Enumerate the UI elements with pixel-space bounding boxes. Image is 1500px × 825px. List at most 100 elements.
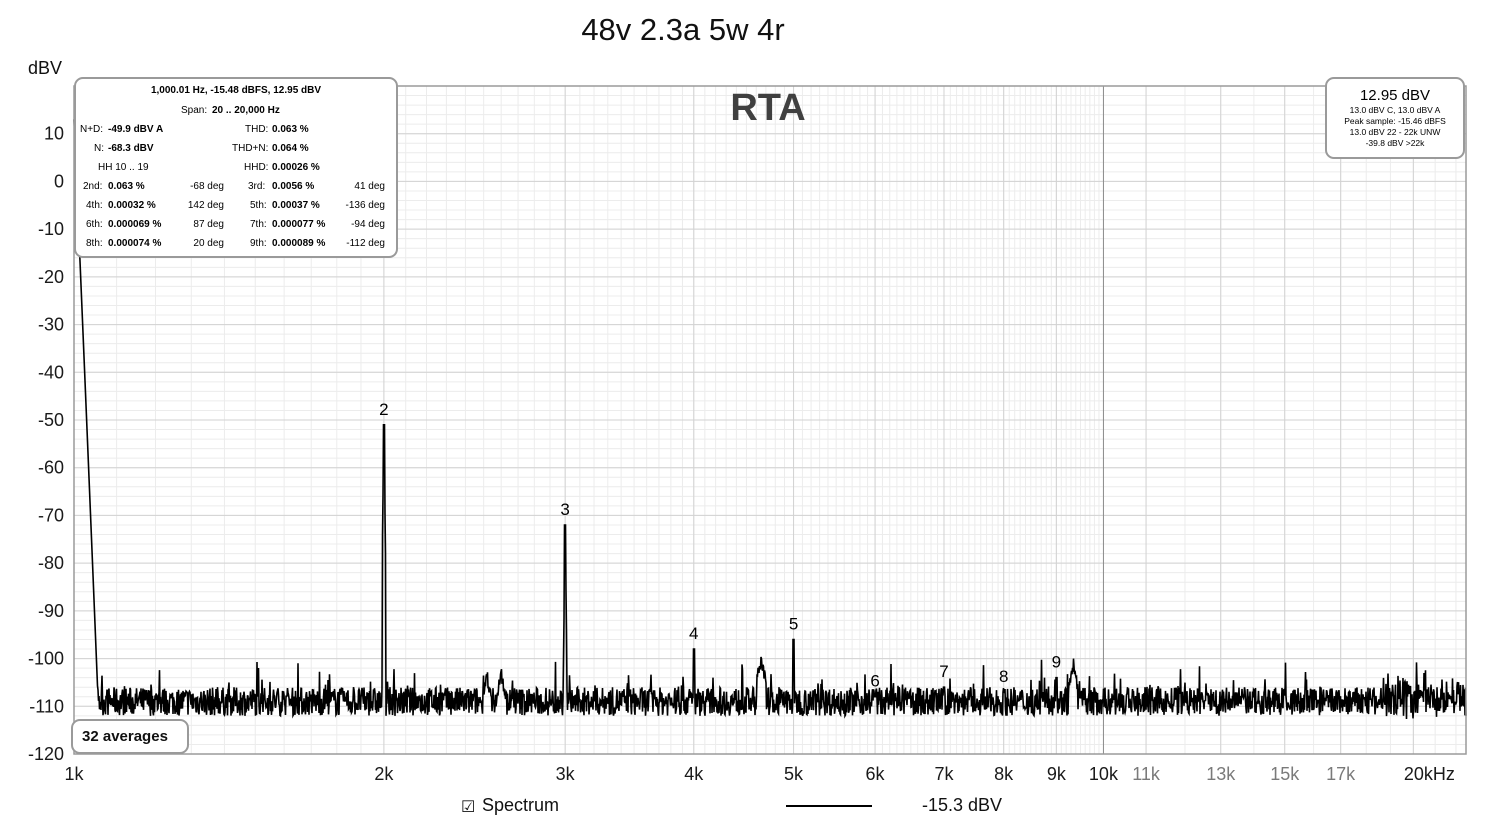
n-value: -68.3 dBV: [108, 143, 154, 154]
harmonic-marker-label: 4: [689, 624, 698, 643]
harmonic-value: 0.000074 %: [108, 238, 162, 249]
spectrum-line: [73, 119, 1467, 720]
harmonic-label: 5th:: [250, 200, 267, 211]
level-line-2: Peak sample: -15.46 dBFS: [1344, 116, 1446, 126]
x-tick-label: 2k: [374, 764, 394, 784]
thd-value: 0.063 %: [272, 124, 309, 135]
harmonic-labels: 2 3 4 5 6 7 8 9: [379, 400, 1061, 691]
y-tick-label: -10: [38, 219, 64, 239]
harmonic-marker-label: 7: [939, 662, 948, 681]
level-readout-panel[interactable]: 12.95 dBV 13.0 dBV C, 13.0 dBV A Peak sa…: [1325, 77, 1465, 159]
harmonic-marker-label: 6: [870, 672, 879, 691]
x-tick-label: 20kHz: [1404, 764, 1455, 784]
y-tick-label: 10: [44, 124, 64, 144]
y-tick-label: -120: [28, 744, 64, 764]
y-tick-label: -90: [38, 601, 64, 621]
level-main-value: 12.95 dBV: [1359, 87, 1431, 104]
harmonic-marker-label: 3: [560, 500, 569, 519]
harmonic-label: 6th:: [86, 219, 103, 230]
harmonic-value: 0.00032 %: [108, 200, 156, 211]
x-tick-label: 10k: [1089, 764, 1119, 784]
y-tick-label: -20: [38, 267, 64, 287]
harmonic-phase: -68 deg: [190, 181, 224, 192]
y-tick-label: 0: [54, 171, 64, 191]
harmonic-phase: -136 deg: [345, 200, 385, 211]
x-tick-label: 7k: [934, 764, 954, 784]
nd-value: -49.9 dBV A: [108, 124, 164, 135]
x-tick-label: 5k: [784, 764, 804, 784]
plot-frame: [73, 85, 1467, 755]
spectrum-checkbox[interactable]: ☑: [461, 799, 476, 816]
x-tick-label: 4k: [684, 764, 704, 784]
harmonic-value: 0.000069 %: [108, 219, 162, 230]
x-tick-label: 11k: [1132, 764, 1161, 784]
harmonic-phase: -94 deg: [351, 219, 385, 230]
x-tick-label: 15k: [1270, 764, 1300, 784]
rta-label: RTA: [730, 87, 805, 129]
legend-line-swatch: [786, 805, 872, 807]
harmonic-row: 4th: 0.00032 % 142 deg 5th: 0.00037 % -1…: [76, 200, 396, 216]
y-axis-unit: dBV: [28, 58, 62, 78]
harmonic-value: 0.000077 %: [272, 219, 326, 230]
hhd-label: HHD:: [244, 162, 269, 173]
x-tick-label: 8k: [994, 764, 1014, 784]
y-axis-ticks: 10 0 -10 -20 -30 -40 -50 -60 -70 -80 -90 -100 -110 -1…: [28, 124, 64, 764]
thdn-value: 0.064 %: [272, 143, 309, 154]
y-tick-label: -110: [29, 696, 64, 716]
y-tick-label: -70: [38, 505, 64, 525]
span-value: 20 .. 20,000 Hz: [212, 105, 280, 116]
harmonic-label: 3rd:: [248, 181, 266, 192]
harmonic-phase: 142 deg: [187, 200, 224, 211]
x-tick-label: 9k: [1047, 764, 1067, 784]
harmonic-phase: 41 deg: [354, 181, 385, 192]
y-tick-label: -30: [38, 315, 64, 335]
harmonic-value: 0.00037 %: [272, 200, 320, 211]
harmonic-row: 6th: 0.000069 % 87 deg 7th: 0.000077 % -…: [76, 219, 396, 235]
harmonic-value: 0.000089 %: [272, 238, 326, 249]
level-line-3: 13.0 dBV 22 - 22k UNW: [1349, 127, 1441, 137]
harmonic-label: 7th:: [250, 219, 267, 230]
y-tick-label: -50: [38, 410, 64, 430]
hh-label: HH 10 .. 19: [98, 162, 149, 173]
harmonic-phase: 87 deg: [193, 219, 224, 230]
harmonic-phase: 20 deg: [193, 238, 224, 249]
harmonic-label: 9th:: [250, 238, 267, 249]
harmonic-marker-label: 8: [999, 667, 1008, 686]
n-label: N:: [94, 143, 104, 154]
harmonic-label: 2nd:: [83, 181, 103, 192]
harmonic-value: 0.063 %: [108, 181, 145, 192]
harmonic-row: 2nd: 0.063 % -68 deg 3rd: 0.0056 % 41 de…: [76, 181, 396, 197]
harmonic-marker-label: 5: [789, 614, 798, 633]
x-tick-label: 1k: [64, 764, 84, 784]
harmonic-phase: -112 deg: [346, 238, 385, 249]
harmonic-marker-label: 2: [379, 400, 388, 419]
harmonic-label: 4th:: [86, 200, 103, 211]
y-tick-label: -80: [38, 553, 64, 573]
readout-header: 1,000.01 Hz, -15.48 dBFS, 12.95 dBV: [150, 85, 322, 96]
harmonic-row: 8th: 0.000074 % 20 deg 9th: 0.000089 % -…: [76, 238, 396, 254]
x-axis-ticks: 1k 2k 3k 4k 5k 6k 7k 8k 9k 10k 11k 13k 15k 17k 20kHz: [64, 764, 1454, 784]
thdn-label: THD+N:: [232, 143, 269, 154]
x-tick-label: 17k: [1326, 764, 1356, 784]
span-label: Span:: [181, 105, 208, 116]
y-tick-label: -100: [28, 649, 64, 669]
hhd-value: 0.00026 %: [272, 162, 320, 173]
spectrum-legend-label[interactable]: Spectrum: [482, 795, 560, 815]
y-tick-label: -40: [38, 362, 64, 382]
harmonic-marker-label: 9: [1052, 653, 1061, 672]
averages-label: 32 averages: [82, 728, 168, 745]
level-line-1: 13.0 dBV C, 13.0 dBV A: [1349, 105, 1441, 115]
x-tick-label: 3k: [556, 764, 576, 784]
x-tick-label: 6k: [866, 764, 886, 784]
thd-readout-panel[interactable]: 1,000.01 Hz, -15.48 dBFS, 12.95 dBV Span…: [74, 77, 398, 258]
y-tick-label: -60: [38, 458, 64, 478]
harmonic-label: 8th:: [86, 238, 103, 249]
legend-level-value: -15.3 dBV: [922, 795, 1003, 815]
spectrum-trace: [73, 119, 1467, 720]
averages-badge[interactable]: 32 averages: [71, 719, 189, 754]
chart-title: 48v 2.3a 5w 4r: [581, 12, 785, 47]
level-line-4: -39.8 dBV >22k: [1365, 138, 1425, 148]
harmonic-value: 0.0056 %: [272, 181, 315, 192]
thd-label: THD:: [245, 124, 269, 135]
